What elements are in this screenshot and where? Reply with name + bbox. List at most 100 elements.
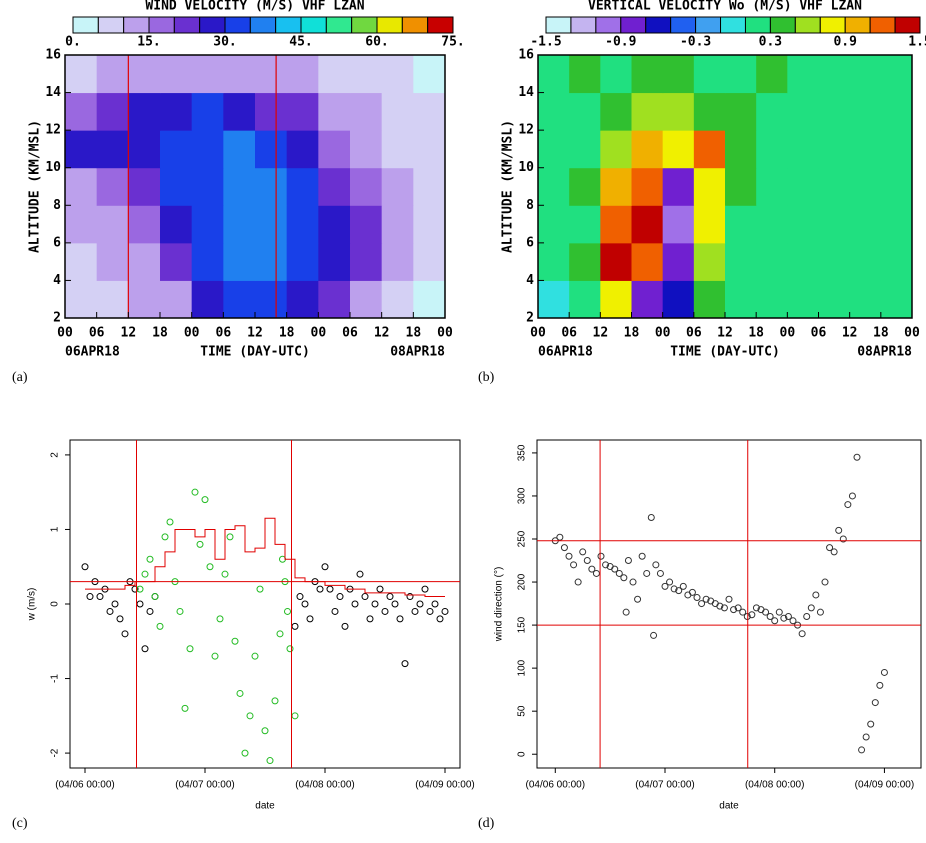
colorbar-box [869,16,896,34]
data-point [670,585,678,593]
data-point [186,645,194,653]
x-tick-label: 12 [842,326,858,341]
heatmap-cell [128,280,161,319]
data-point [141,570,149,578]
heatmap-cell [725,167,757,206]
data-point [376,585,384,593]
heatmap-cell [350,242,383,281]
data-point [276,630,284,638]
heatmap-cell [880,280,913,319]
data-point [634,595,642,603]
heatmap-cell [693,167,726,206]
colorbar-box [819,16,846,34]
heatmap-cell [849,167,882,206]
data-point [321,563,329,571]
heatmap-cell [725,280,757,319]
x-tick-label: 18 [624,326,640,341]
heatmap-cell [381,130,414,169]
data-point [656,569,664,577]
heatmap-cell [286,205,319,244]
data-point [698,600,706,608]
heatmap-cell [787,280,819,319]
heatmap-cell [849,205,882,244]
heatmap-cell [96,92,129,131]
data-point [602,561,610,569]
data-point [588,565,596,573]
x-tick-label: 06 [811,326,827,341]
heatmap-cell [96,55,129,94]
data-point [739,608,747,616]
colorbar-box [744,16,771,34]
heatmap-cell [756,280,788,319]
data-point [807,604,815,612]
heatmap-cell [191,92,224,131]
data-point [647,513,655,521]
heatmap-cell [569,55,601,94]
data-point [151,593,159,601]
colorbar-tick-label: 0. [65,35,81,50]
heatmap-cell [662,92,695,131]
heatmap-cell [631,242,664,281]
heatmap-cell [318,280,351,319]
heatmap-cell [849,242,882,281]
data-point [784,612,792,620]
heatmap-cell [693,55,726,94]
colorbar-box [720,16,746,34]
heatmap-cell [223,280,256,319]
data-point [351,600,359,608]
panel-label: (a) [12,370,28,385]
y-tick-label: 350 [517,444,528,461]
y-tick-label: 6 [53,235,61,250]
heatmap-cell [756,205,788,244]
colorbar-box [300,16,327,34]
heatmap-cell [160,130,193,169]
heatmap-cell [160,205,193,244]
data-point [86,593,94,601]
data-point [730,606,738,614]
colorbar-tick-label: 0.3 [759,35,782,50]
data-point [146,555,154,563]
y-tick-label: 0 [50,601,61,607]
data-point [629,578,637,586]
heatmap-cell [693,92,726,131]
x-tick-label: (04/08 00:00) [745,780,805,791]
heatmap-cell [318,130,351,169]
x-tick-label: 06 [216,326,232,341]
date-label: 06APR18 [538,345,593,360]
data-point [166,518,174,526]
data-point [816,608,824,616]
data-point [876,681,884,689]
heatmap-cell [413,167,446,206]
data-point [356,570,364,578]
heatmap-cell [849,55,882,94]
heatmap-cell [787,242,819,281]
heatmap-cell [818,55,851,94]
y-tick-label: 2 [50,452,61,458]
heatmap-cell [128,205,161,244]
data-point [391,600,399,608]
data-point [266,757,274,765]
data-point [844,501,852,509]
data-point [291,622,299,630]
data-point [666,578,674,586]
colorbar-box [570,16,597,34]
heatmap-cell [350,130,383,169]
data-point [136,600,144,608]
heatmap-cell [569,280,601,319]
colorbar-tick-label: -1.5 [530,35,561,50]
y-tick-label: 100 [517,659,528,676]
data-point [326,585,334,593]
heatmap-cell [65,55,98,94]
heatmap-cell [662,55,695,94]
data-point [181,704,189,712]
heatmap-cell [350,92,383,131]
x-tick-label: 00 [57,326,73,341]
colorbar-tick-label: -0.3 [680,35,711,50]
data-point [624,557,632,565]
y-tick-label: 14 [518,85,534,100]
data-point [560,544,568,552]
data-point [762,608,770,616]
data-point [652,561,660,569]
heatmap-cell [849,280,882,319]
data-point [246,712,254,720]
